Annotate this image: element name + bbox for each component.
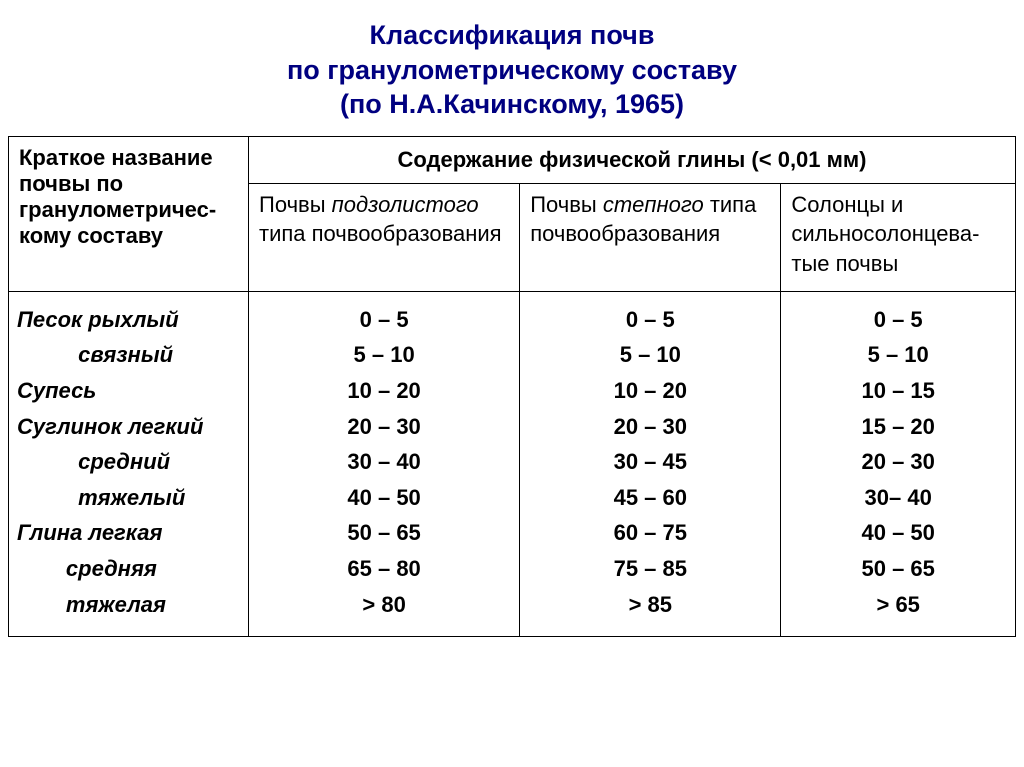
h-sub2-prefix: Почвы [530, 192, 603, 217]
header-sub-2: Почвы степного типа почвообразования [520, 183, 781, 291]
col3-5: 30– 40 [789, 480, 1007, 516]
col3-1: 5 – 10 [789, 337, 1007, 373]
label-1: связный [17, 337, 240, 373]
label-6: Глина легкая [17, 515, 240, 551]
title-line-1: Классификация почв [370, 20, 655, 50]
col1-0: 0 – 5 [257, 302, 511, 338]
label-4: средний [17, 444, 240, 480]
header-row-label: Краткое название почвы по гранулометриче… [9, 136, 249, 291]
label-5: тяжелый [17, 480, 240, 516]
col3-cell: 0 – 5 5 – 10 10 – 15 15 – 20 20 – 30 30–… [781, 291, 1016, 637]
col2-cell: 0 – 5 5 – 10 10 – 20 20 – 30 30 – 45 45 … [520, 291, 781, 637]
header-top: Содержание физической глины (< 0,01 мм) [249, 136, 1016, 183]
col1-6: 50 – 65 [257, 515, 511, 551]
h-sub2-em: степного [603, 192, 704, 217]
h-sub3b: тые почвы [791, 251, 898, 276]
h-sub3a: Солонцы и сильносолонцева- [791, 192, 979, 247]
col2-4: 30 – 45 [528, 444, 772, 480]
col3-3: 15 – 20 [789, 409, 1007, 445]
col1-2: 10 – 20 [257, 373, 511, 409]
col3-8: > 65 [789, 587, 1007, 623]
col2-2: 10 – 20 [528, 373, 772, 409]
col1-5: 40 – 50 [257, 480, 511, 516]
col2-7: 75 – 85 [528, 551, 772, 587]
page-title: Классификация почв по гранулометрическом… [8, 18, 1016, 122]
h-sub1-prefix: Почвы [259, 192, 332, 217]
label-7: средняя [17, 551, 240, 587]
col2-5: 45 – 60 [528, 480, 772, 516]
col3-2: 10 – 15 [789, 373, 1007, 409]
label-2: Супесь [17, 373, 240, 409]
label-3: Суглинок легкий [17, 409, 240, 445]
col3-7: 50 – 65 [789, 551, 1007, 587]
header-sub-1: Почвы подзолистого типа почвообразования [249, 183, 520, 291]
header-sub-3: Солонцы и сильносолонцева- тые почвы [781, 183, 1016, 291]
col1-8: > 80 [257, 587, 511, 623]
col1-1: 5 – 10 [257, 337, 511, 373]
col1-cell: 0 – 5 5 – 10 10 – 20 20 – 30 30 – 40 40 … [249, 291, 520, 637]
col2-3: 20 – 30 [528, 409, 772, 445]
col2-8: > 85 [528, 587, 772, 623]
label-0: Песок рыхлый [17, 302, 240, 338]
col3-4: 20 – 30 [789, 444, 1007, 480]
col1-3: 20 – 30 [257, 409, 511, 445]
h-sub1-suffix: типа почвообразования [259, 221, 502, 246]
title-line-3: (по Н.А.Качинскому, 1965) [340, 89, 684, 119]
label-8: тяжелая [17, 587, 240, 623]
labels-cell: Песок рыхлый связный Супесь Суглинок лег… [9, 291, 249, 637]
col1-4: 30 – 40 [257, 444, 511, 480]
classification-table: Краткое название почвы по гранулометриче… [8, 136, 1016, 638]
col2-6: 60 – 75 [528, 515, 772, 551]
h-sub1-em: подзолистого [332, 192, 479, 217]
col2-0: 0 – 5 [528, 302, 772, 338]
col2-1: 5 – 10 [528, 337, 772, 373]
data-row: Песок рыхлый связный Супесь Суглинок лег… [9, 291, 1016, 637]
col3-0: 0 – 5 [789, 302, 1007, 338]
col3-6: 40 – 50 [789, 515, 1007, 551]
title-line-2: по гранулометрическому составу [287, 55, 737, 85]
col1-7: 65 – 80 [257, 551, 511, 587]
